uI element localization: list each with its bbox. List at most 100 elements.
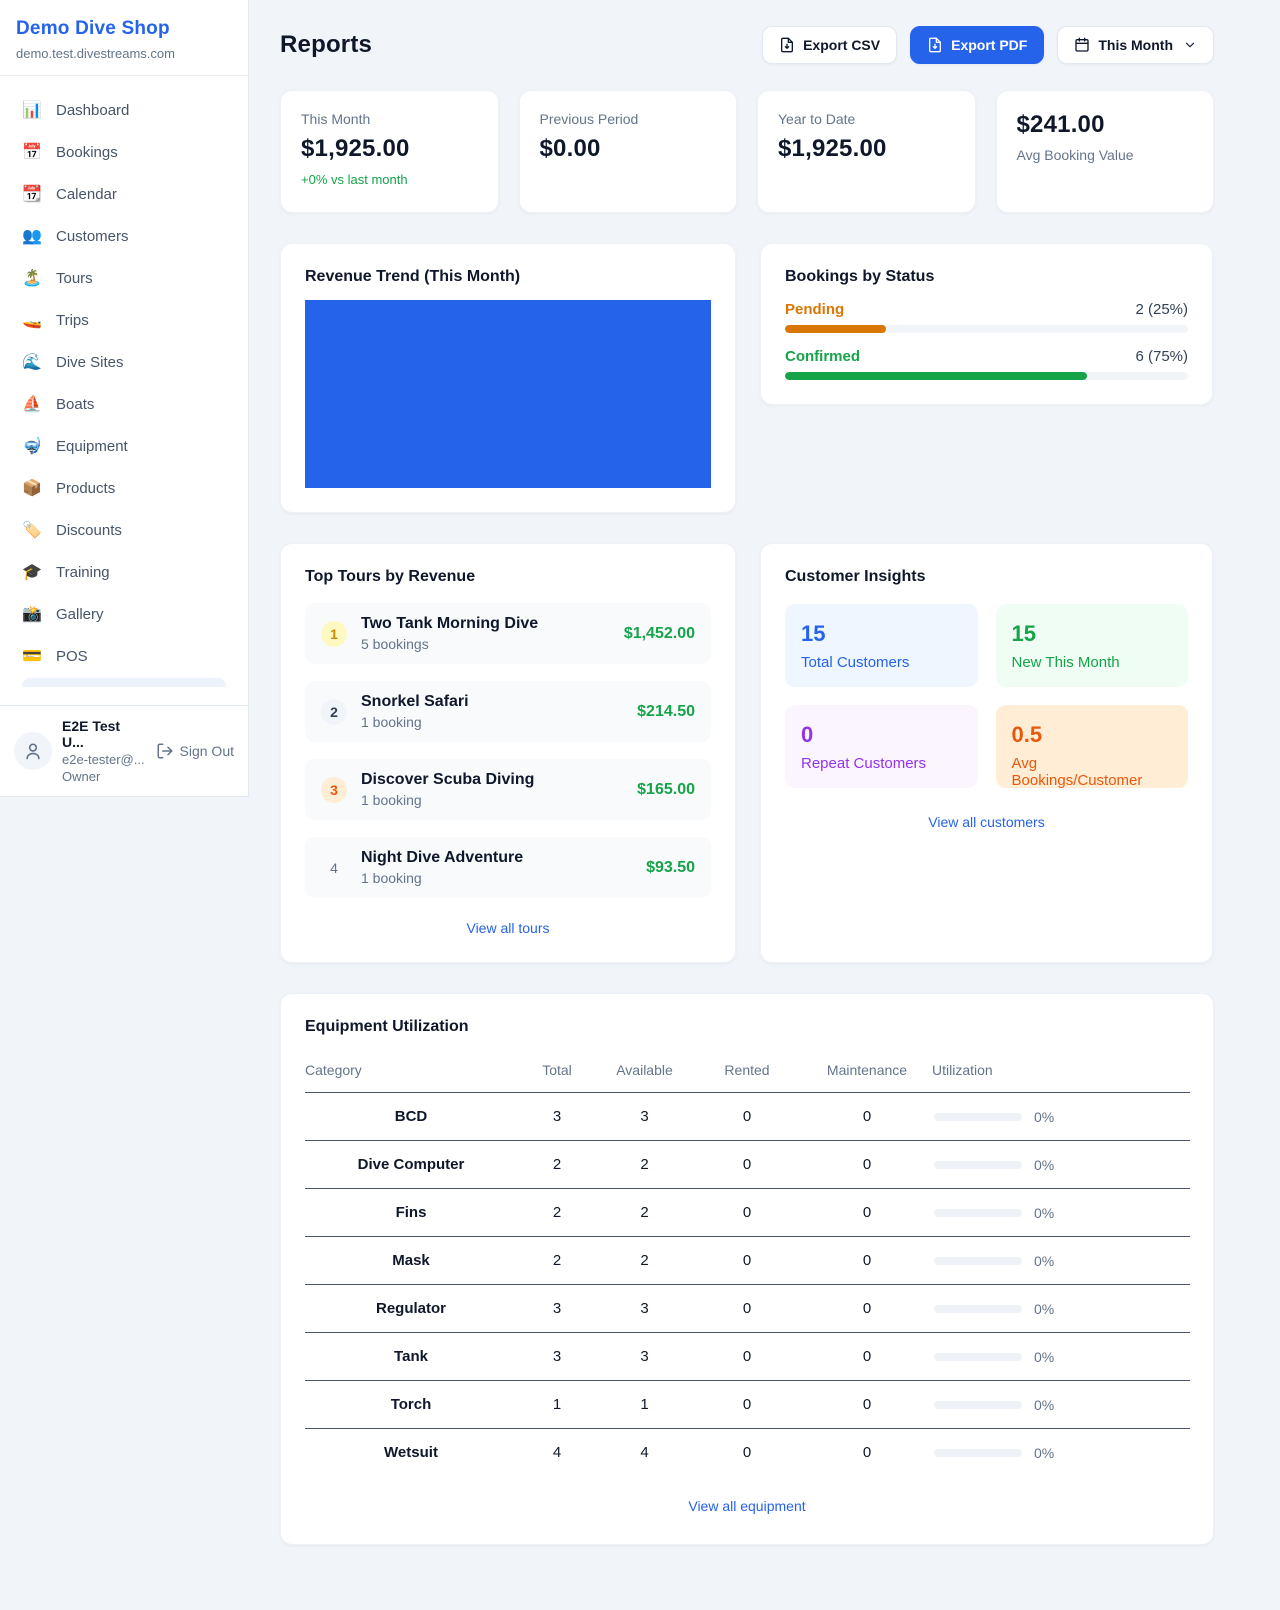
- insight-label: Avg Bookings/Customer: [1011, 755, 1143, 789]
- sidebar-item-trips[interactable]: 🚤 Trips: [12, 300, 236, 340]
- sidebar-item-tours[interactable]: 🏝️ Tours: [12, 258, 236, 298]
- cell-available: 2: [597, 1140, 692, 1189]
- view-all-equipment-link[interactable]: View all equipment: [688, 1498, 806, 1514]
- dashboard-icon: 📊: [22, 102, 42, 119]
- cell-rented: 0: [692, 1380, 802, 1429]
- insight-label: Total Customers: [801, 654, 910, 671]
- view-all-customers-link[interactable]: View all customers: [928, 814, 1045, 830]
- cell-total: 3: [517, 1092, 597, 1141]
- view-all-equipment-wrap: View all equipment: [305, 1498, 1189, 1516]
- bookings-by-status-title: Bookings by Status: [785, 268, 935, 285]
- status-bar-track: [785, 372, 1188, 380]
- insight-value: 15: [1011, 621, 1036, 646]
- view-all-tours-wrap: View all tours: [305, 920, 711, 938]
- sidebar-item-boats[interactable]: ⛵ Boats: [12, 384, 236, 424]
- file-download-icon: [929, 37, 942, 53]
- sign-out-button[interactable]: Sign Out: [156, 742, 234, 760]
- cell-available: 3: [597, 1092, 692, 1141]
- tour-bookings: 1 booking: [361, 870, 422, 886]
- user-info: E2E Test U... e2e-tester@... Owner: [62, 718, 146, 784]
- sidebar-item-calendar[interactable]: 📆 Calendar: [12, 174, 236, 214]
- table-row: Wetsuit 4 4 0 0 0%: [305, 1429, 1190, 1477]
- tour-revenue: $93.50: [646, 858, 695, 876]
- tour-info: Snorkel Safari 1 booking: [361, 693, 623, 730]
- view-all-customers-wrap: View all customers: [785, 814, 1188, 832]
- export-pdf-button[interactable]: Export PDF: [910, 26, 1045, 64]
- shop-header: Demo Dive Shop demo.test.divestreams.com: [0, 0, 248, 76]
- sidebar-item-dashboard[interactable]: 📊 Dashboard: [12, 90, 236, 130]
- tour-revenue: $165.00: [637, 780, 695, 798]
- utilization-bar: [934, 1448, 1022, 1457]
- stat-label: This Month: [301, 111, 371, 127]
- cell-total: 2: [517, 1188, 597, 1237]
- sidebar-item-discounts[interactable]: 🏷️ Discounts: [12, 510, 236, 550]
- stats-row: This Month $1,925.00 +0% vs last month P…: [280, 90, 1214, 213]
- cell-rented: 0: [692, 1284, 802, 1333]
- insight-tile-avg-bookings: 0.5 Avg Bookings/Customer: [995, 705, 1188, 789]
- cell-category: BCD: [305, 1092, 517, 1141]
- gallery-icon: 📸: [22, 606, 42, 623]
- stat-value: $1,925.00: [778, 135, 887, 162]
- list-item: 2 Snorkel Safari 1 booking $214.50: [305, 681, 711, 742]
- cell-rented: 0: [692, 1332, 802, 1381]
- sidebar-item-pos[interactable]: 💳 POS: [12, 636, 236, 676]
- sign-out-icon: [157, 743, 173, 759]
- cell-total: 2: [517, 1140, 597, 1189]
- sidebar-nav: 📊 Dashboard 📅 Bookings 📆 Calendar 👥 Cust…: [0, 76, 248, 687]
- column-header-utilization: Utilization: [932, 1054, 1190, 1093]
- calendar-icon: [1075, 37, 1090, 52]
- sidebar-item-dive-sites[interactable]: 🌊 Dive Sites: [12, 342, 236, 382]
- stat-value: $241.00: [1016, 111, 1105, 138]
- status-label: Confirmed: [785, 348, 860, 365]
- cell-maintenance: 0: [802, 1332, 932, 1381]
- shop-name: Demo Dive Shop: [16, 18, 170, 39]
- stat-value: $0.00: [539, 135, 601, 162]
- rank-badge: 2: [321, 698, 347, 725]
- sidebar-item-bookings[interactable]: 📅 Bookings: [12, 132, 236, 172]
- sidebar-item-gallery[interactable]: 📸 Gallery: [12, 594, 236, 634]
- cell-total: 1: [517, 1380, 597, 1429]
- status-bar-fill-confirmed: [785, 372, 1088, 380]
- utilization-percent: 0%: [1034, 1204, 1055, 1221]
- stat-card-this-month: This Month $1,925.00 +0% vs last month: [280, 90, 499, 213]
- revenue-trend-card: Revenue Trend (This Month): [280, 243, 736, 513]
- status-label: Pending: [785, 301, 845, 318]
- sidebar-item-label: Dive Sites: [56, 353, 124, 371]
- equipment-utilization-card: Equipment Utilization Category Total Ava…: [280, 993, 1214, 1545]
- tour-info: Discover Scuba Diving 1 booking: [361, 771, 623, 808]
- tour-info: Two Tank Morning Dive 5 bookings: [361, 615, 610, 652]
- utilization-bar: [934, 1160, 1022, 1169]
- export-csv-button[interactable]: Export CSV: [762, 26, 898, 64]
- utilization-percent: 0%: [1034, 1300, 1055, 1317]
- export-pdf-label: Export PDF: [951, 37, 1028, 53]
- dive-sites-icon: 🌊: [22, 354, 42, 371]
- tour-name: Snorkel Safari: [361, 693, 469, 710]
- sidebar-item-label: Training: [56, 563, 110, 581]
- cell-category: Regulator: [305, 1284, 517, 1333]
- utilization-percent: 0%: [1034, 1396, 1055, 1413]
- period-dropdown[interactable]: This Month: [1057, 26, 1214, 64]
- status-bar-fill-pending: [785, 325, 886, 333]
- sidebar-item-products[interactable]: 📦 Products: [12, 468, 236, 508]
- sidebar-item-label: Products: [56, 479, 116, 497]
- sidebar-item-reports-active[interactable]: [22, 678, 226, 687]
- cell-maintenance: 0: [802, 1188, 932, 1237]
- sidebar-item-label: Bookings: [56, 143, 118, 161]
- view-all-tours-link[interactable]: View all tours: [466, 920, 550, 936]
- sidebar-item-training[interactable]: 🎓 Training: [12, 552, 236, 592]
- sidebar: Demo Dive Shop demo.test.divestreams.com…: [0, 0, 249, 797]
- list-item: 3 Discover Scuba Diving 1 booking $165.0…: [305, 759, 711, 820]
- chevron-down-icon: [1185, 42, 1195, 48]
- cell-category: Dive Computer: [305, 1140, 517, 1189]
- cell-rented: 0: [692, 1188, 802, 1237]
- sidebar-item-label: Equipment: [56, 437, 128, 455]
- status-row-confirmed: Confirmed 6 (75%): [785, 348, 1188, 365]
- stat-card-previous-period: Previous Period $0.00: [518, 90, 737, 213]
- sidebar-item-equipment[interactable]: 🤿 Equipment: [12, 426, 236, 466]
- cell-total: 2: [517, 1236, 597, 1285]
- stat-delta: +0% vs last month: [301, 172, 408, 187]
- cell-available: 1: [597, 1380, 692, 1429]
- tour-bookings: 1 booking: [361, 792, 422, 808]
- sidebar-item-customers[interactable]: 👥 Customers: [12, 216, 236, 256]
- discounts-icon: 🏷️: [22, 522, 42, 539]
